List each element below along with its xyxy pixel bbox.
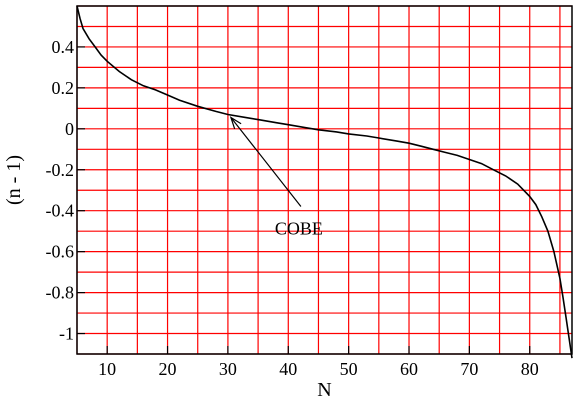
x-tick-label: 50 (340, 359, 358, 379)
x-tick-label: 20 (159, 359, 177, 379)
x-tick-label: 40 (279, 359, 297, 379)
annotation-arrow (230, 117, 302, 207)
ticks (77, 46, 531, 354)
annotation-label: COBE (275, 218, 323, 238)
y-tick-label: -0.2 (46, 160, 75, 180)
y-tick-label: 0.4 (52, 37, 75, 57)
y-tick-label: 0 (65, 119, 74, 139)
y-tick-label: 0.2 (52, 78, 75, 98)
plot-frame (76, 5, 573, 355)
y-tick-label: -0.6 (46, 242, 75, 262)
x-axis-label: N (317, 379, 331, 400)
series-line (76, 5, 573, 359)
y-axis-label: (n - 1) (3, 155, 25, 205)
y-tick-label: -0.4 (46, 201, 75, 221)
grid (76, 5, 572, 355)
y-tick-labels: 0.4 0.2 0 -0.2 -0.4 -0.6 -0.8 -1 (46, 37, 75, 344)
y-tick-label: -0.8 (46, 283, 75, 303)
x-tick-label: 60 (400, 359, 418, 379)
annotation: COBE (229, 116, 323, 238)
x-tick-labels: 10 20 30 40 50 60 70 80 (98, 359, 539, 379)
x-tick-label: 10 (98, 359, 116, 379)
y-tick-label: -1 (59, 324, 74, 344)
x-tick-label: 80 (521, 359, 539, 379)
x-tick-label: 70 (460, 359, 478, 379)
x-tick-label: 30 (219, 359, 237, 379)
annotation-arrowhead (229, 116, 242, 130)
